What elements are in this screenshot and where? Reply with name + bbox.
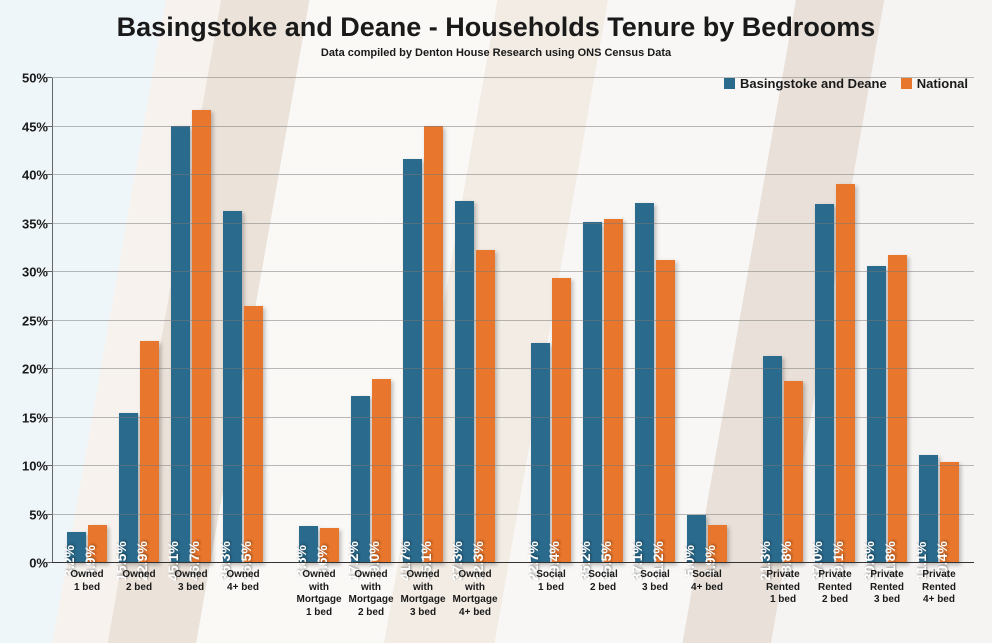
y-tick-mark <box>47 223 52 224</box>
bar: 18.8% <box>784 381 803 563</box>
bar: 26.5% <box>244 306 263 563</box>
x-category-label: PrivateRented2 bed <box>811 569 859 607</box>
bar: 35.2% <box>583 222 602 563</box>
bar: 45.1% <box>424 126 443 563</box>
bar: 3.9% <box>708 525 727 563</box>
bar: 19.0% <box>372 379 391 563</box>
y-tick-label: 50% <box>22 71 48 86</box>
bar: 46.7% <box>192 110 211 563</box>
x-category-label: Owned2 bed <box>115 569 163 594</box>
x-category-label: OwnedwithMortgage4+ bed <box>451 569 499 619</box>
bar: 41.7% <box>403 159 422 563</box>
grid-line <box>52 223 974 224</box>
x-category-label: Owned3 bed <box>167 569 215 594</box>
grid-line <box>52 514 974 515</box>
bars-layer: 3.2%3.9%15.5%22.9%45.1%46.7%36.3%26.5%3.… <box>52 78 974 563</box>
y-tick-mark <box>47 368 52 369</box>
bar: 29.4% <box>552 278 571 563</box>
y-tick-label: 30% <box>22 265 48 280</box>
y-tick-mark <box>47 320 52 321</box>
x-category-label: Owned1 bed <box>63 569 111 594</box>
y-tick-label: 20% <box>22 362 48 377</box>
bar: 37.3% <box>455 201 474 563</box>
bar: 37.1% <box>635 203 654 563</box>
bar: 30.6% <box>867 266 886 563</box>
y-tick-mark <box>47 465 52 466</box>
chart-container: Basingstoke and Deane - Households Tenur… <box>0 0 992 643</box>
y-tick-mark <box>47 174 52 175</box>
bar: 22.9% <box>140 341 159 563</box>
y-tick-label: 10% <box>22 459 48 474</box>
y-tick-mark <box>47 126 52 127</box>
chart-title: Basingstoke and Deane - Households Tenur… <box>0 0 992 43</box>
bar: 17.2% <box>351 396 370 563</box>
grid-line <box>52 77 974 78</box>
bar: 37.0% <box>815 204 834 563</box>
y-tick-mark <box>47 77 52 78</box>
x-category-label: OwnedwithMortgage1 bed <box>295 569 343 619</box>
bar: 32.3% <box>476 250 495 563</box>
y-tick-label: 35% <box>22 216 48 231</box>
bar: 22.7% <box>531 343 550 563</box>
x-category-label: Social4+ bed <box>683 569 731 594</box>
x-category-label: OwnedwithMortgage2 bed <box>347 569 395 619</box>
x-category-label: PrivateRented3 bed <box>863 569 911 607</box>
x-axis-line <box>52 562 974 563</box>
bar: 31.2% <box>656 260 675 563</box>
bar: 31.8% <box>888 255 907 563</box>
grid-line <box>52 126 974 127</box>
y-tick-label: 5% <box>29 507 48 522</box>
y-tick-label: 25% <box>22 313 48 328</box>
x-category-label: PrivateRented1 bed <box>759 569 807 607</box>
y-tick-label: 0% <box>29 556 48 571</box>
bar: 45.1% <box>171 126 190 563</box>
x-category-label: OwnedwithMortgage3 bed <box>399 569 447 619</box>
y-tick-mark <box>47 562 52 563</box>
grid-line <box>52 465 974 466</box>
x-category-label: Social2 bed <box>579 569 627 594</box>
y-tick-label: 15% <box>22 410 48 425</box>
y-tick-mark <box>47 271 52 272</box>
y-tick-mark <box>47 514 52 515</box>
grid-line <box>52 320 974 321</box>
plot-area: 0%5%10%15%20%25%30%35%40%45%50% 3.2%3.9%… <box>52 78 974 563</box>
bar: 36.3% <box>223 211 242 563</box>
x-category-label: Owned4+ bed <box>219 569 267 594</box>
x-category-label: PrivateRented4+ bed <box>915 569 963 607</box>
grid-line <box>52 417 974 418</box>
chart-subtitle: Data compiled by Denton House Research u… <box>0 47 992 59</box>
bar: 39.1% <box>836 184 855 563</box>
y-axis: 0%5%10%15%20%25%30%35%40%45%50% <box>12 78 52 563</box>
grid-line <box>52 174 974 175</box>
y-tick-label: 40% <box>22 168 48 183</box>
y-tick-mark <box>47 417 52 418</box>
grid-line <box>52 271 974 272</box>
x-category-label: Social3 bed <box>631 569 679 594</box>
x-axis-labels: Owned1 bedOwned2 bedOwned3 bedOwned4+ be… <box>52 565 974 643</box>
x-category-label: Social1 bed <box>527 569 575 594</box>
bar: 3.9% <box>88 525 107 563</box>
bar: 21.3% <box>763 356 782 563</box>
bar: 3.6% <box>320 528 339 563</box>
grid-line <box>52 368 974 369</box>
y-tick-label: 45% <box>22 119 48 134</box>
